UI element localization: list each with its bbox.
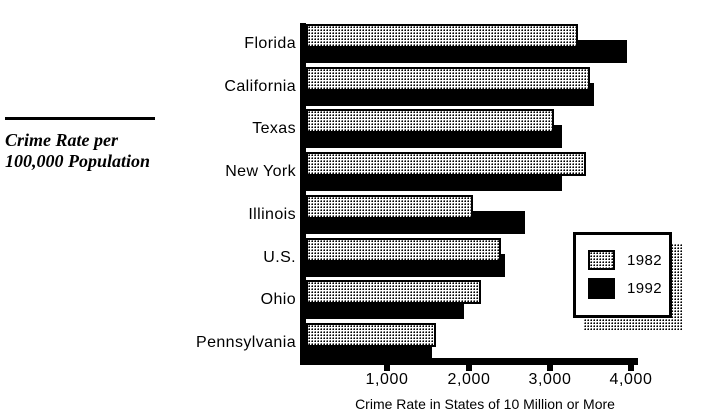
x-tick-label: 1,000 [365, 371, 409, 388]
bar-1982 [306, 67, 590, 91]
bar-group-pennsylvania: Pennsylvania [0, 323, 701, 366]
chart-title-line2: 100,000 Population [5, 151, 151, 171]
category-label: Illinois [248, 206, 296, 223]
bar-1982 [306, 152, 586, 176]
bar-1982 [306, 280, 481, 304]
legend-swatch-1982 [588, 250, 615, 270]
x-tick-label: 4,000 [609, 371, 653, 388]
bar-group-illinois: Illinois [0, 195, 701, 238]
category-label: New York [225, 163, 296, 180]
chart-title-line1: Crime Rate per [5, 130, 118, 150]
x-tick-mark [628, 365, 634, 371]
legend-swatch-1992 [588, 278, 615, 299]
bar-1982 [306, 323, 436, 347]
x-tick-mark [384, 365, 390, 371]
bar-group-ohio: Ohio [0, 280, 701, 323]
x-tick-label: 2,000 [447, 371, 491, 388]
legend-item-1982: 1982 [588, 250, 662, 270]
category-label: U.S. [263, 249, 296, 266]
x-tick-mark [547, 365, 553, 371]
bar-group-florida: Florida [0, 24, 701, 67]
x-axis-line [300, 358, 638, 365]
bar-1982 [306, 24, 578, 48]
category-label: Florida [244, 35, 296, 52]
bar-1982 [306, 109, 554, 133]
legend-label-1982: 1982 [627, 251, 662, 269]
bar-group-texas: Texas [0, 109, 701, 152]
category-label: Pennsylvania [196, 334, 296, 351]
legend-box: 1982 1992 [573, 232, 672, 318]
x-tick-mark [466, 365, 472, 371]
chart-title-block: Crime Rate per 100,000 Population [5, 130, 195, 172]
category-label: California [224, 78, 296, 95]
x-axis-title: Crime Rate in States of 10 Million or Mo… [355, 396, 615, 412]
bar-group-u-s: U.S. [0, 238, 701, 281]
category-label: Ohio [260, 291, 296, 308]
title-rule [5, 117, 155, 120]
legend-label-1992: 1992 [627, 280, 662, 297]
bar-1982 [306, 195, 473, 219]
bar-group-new-york: New York [0, 152, 701, 195]
legend-item-1992: 1992 [588, 278, 662, 299]
bar-1982 [306, 238, 501, 262]
bar-group-california: California [0, 67, 701, 110]
x-tick-label: 3,000 [528, 371, 572, 388]
y-axis-line [300, 23, 306, 365]
category-label: Texas [252, 120, 296, 137]
